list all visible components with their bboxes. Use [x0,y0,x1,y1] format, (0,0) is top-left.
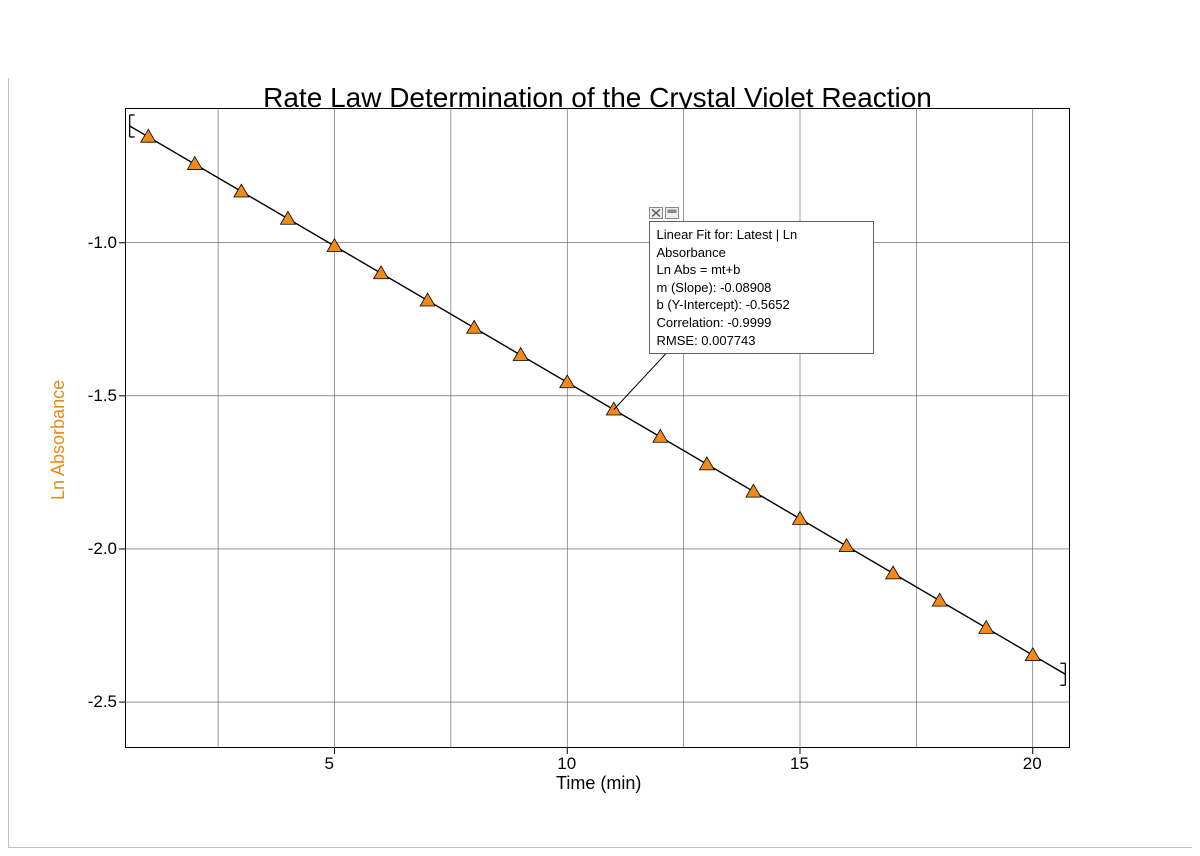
legend-header[interactable] [649,207,679,219]
legend-line-6: RMSE: 0.007743 [657,332,866,350]
x-tick-label: 10 [557,754,576,774]
legend-collapse-icon[interactable] [665,207,679,219]
plot-svg [0,0,1200,856]
legend-line-5: Correlation: -0.9999 [657,314,866,332]
legend-close-icon[interactable] [649,207,663,219]
y-tick-label: -1.0 [88,233,117,253]
y-tick-label: -1.5 [88,386,117,406]
y-tick-label: -2.5 [88,692,117,712]
x-tick-label: 20 [1023,754,1042,774]
legend-line-2: Ln Abs = mt+b [657,261,866,279]
linear-fit-legend[interactable]: Linear Fit for: Latest | Ln Absorbance L… [649,221,874,354]
y-tick-label: -2.0 [88,539,117,559]
legend-line-3: m (Slope): -0.08908 [657,279,866,297]
x-tick-label: 5 [324,754,333,774]
x-tick-label: 15 [790,754,809,774]
legend-line-4: b (Y-Intercept): -0.5652 [657,296,866,314]
legend-line-1: Linear Fit for: Latest | Ln Absorbance [657,226,866,261]
